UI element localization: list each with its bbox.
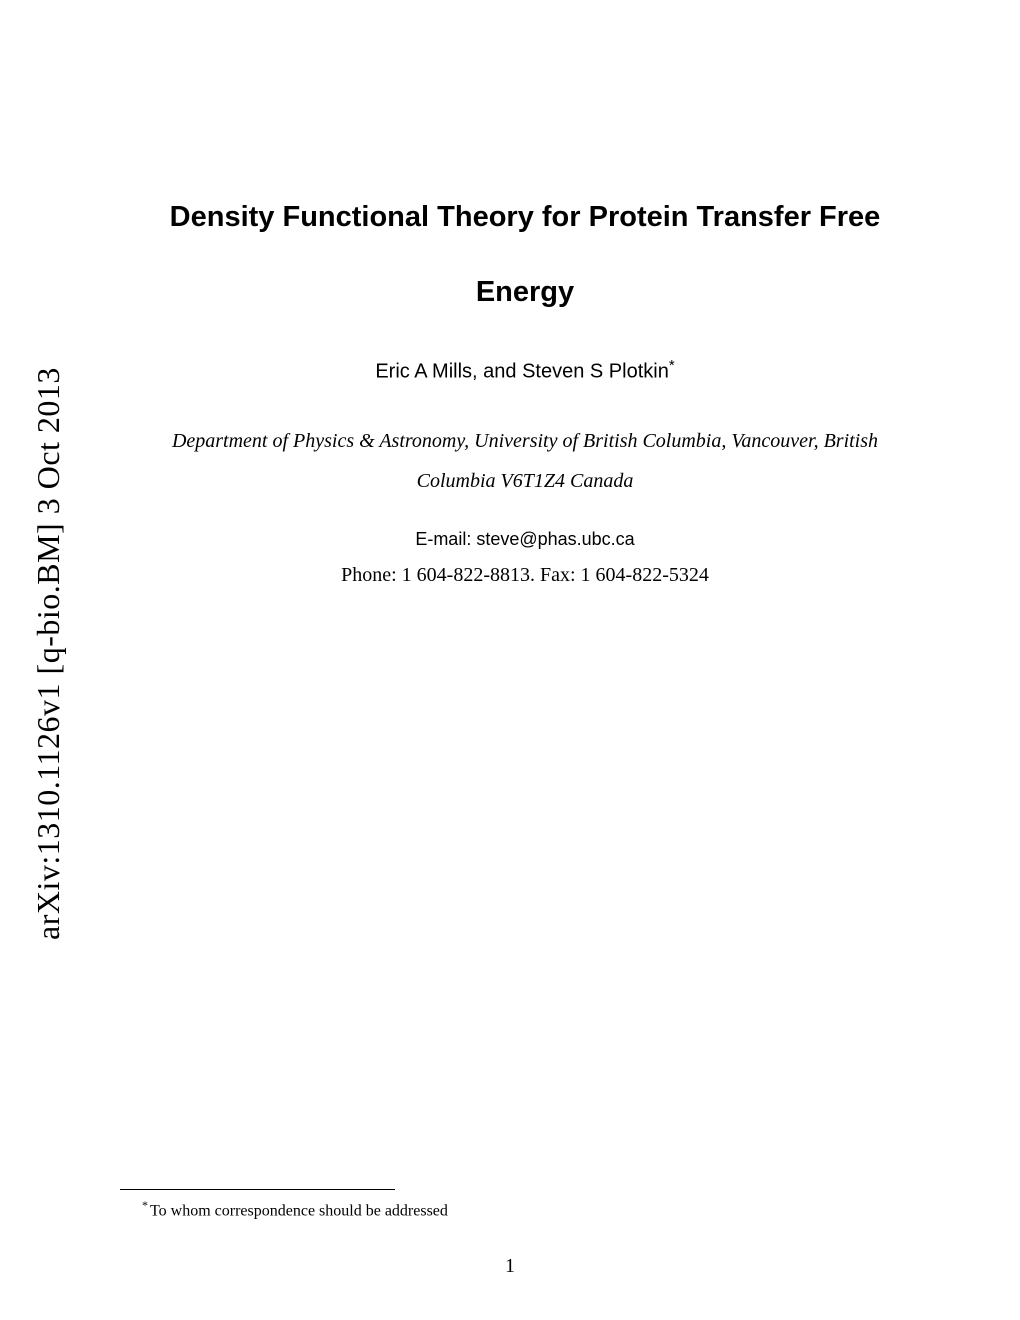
footnote-marker: * <box>142 1198 148 1212</box>
corresponding-marker: * <box>669 357 675 374</box>
arxiv-identifier: arXiv:1310.1126v1 [q-bio.BM] 3 Oct 2013 <box>30 367 67 940</box>
title-line-2: Energy <box>120 255 930 330</box>
authors-names: Eric A Mills, and Steven S Plotkin <box>375 360 668 382</box>
authors-line: Eric A Mills, and Steven S Plotkin* <box>120 357 930 384</box>
page-number: 1 <box>0 1255 1020 1278</box>
footnote: *To whom correspondence should be addres… <box>142 1198 448 1220</box>
affiliation: Department of Physics & Astronomy, Unive… <box>120 421 930 501</box>
affiliation-line-1: Department of Physics & Astronomy, Unive… <box>120 421 930 461</box>
affiliation-line-2: Columbia V6T1Z4 Canada <box>120 461 930 501</box>
paper-content: Density Functional Theory for Protein Tr… <box>120 180 930 587</box>
footnote-text: To whom correspondence should be address… <box>150 1202 448 1219</box>
footnote-rule <box>120 1189 395 1190</box>
paper-title: Density Functional Theory for Protein Tr… <box>120 180 930 331</box>
title-line-1: Density Functional Theory for Protein Tr… <box>120 180 930 255</box>
contact-line: Phone: 1 604-822-8813. Fax: 1 604-822-53… <box>120 564 930 587</box>
email-line: E-mail: steve@phas.ubc.ca <box>120 529 930 550</box>
